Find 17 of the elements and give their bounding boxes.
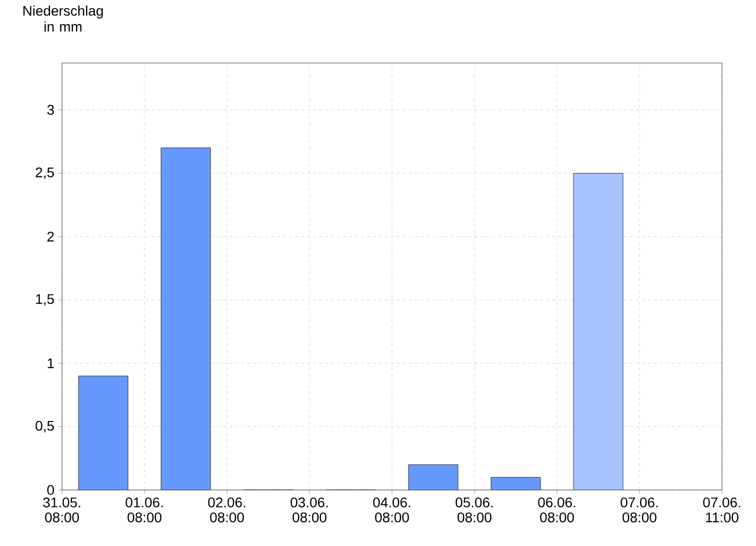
- y-tick-label: 3: [47, 104, 54, 115]
- text: 07.06. 08:00: [620, 497, 658, 522]
- text: 31.05. 08:00: [43, 497, 80, 522]
- y-tick-label: 2,5: [36, 167, 54, 179]
- y-tick-label: 1,5: [36, 294, 54, 306]
- y-tick-label: 0,5: [36, 420, 54, 432]
- text: 05.06. 08:00: [456, 497, 493, 522]
- text: 03.06. 08:00: [290, 497, 328, 522]
- text: 04.06. 08:00: [373, 497, 410, 522]
- y-tick-label: 2: [47, 232, 54, 242]
- y-tick-label: 1: [48, 358, 54, 368]
- text: 06.06. 08:00: [538, 497, 576, 522]
- text: 02.06. 08:00: [208, 497, 246, 522]
- text: 07.06. 11:00: [703, 497, 740, 522]
- y-axis-title: Niederschlag in mm: [23, 6, 103, 32]
- text: 01.06. 08:00: [126, 497, 163, 522]
- y-tick-label: 0: [47, 485, 54, 495]
